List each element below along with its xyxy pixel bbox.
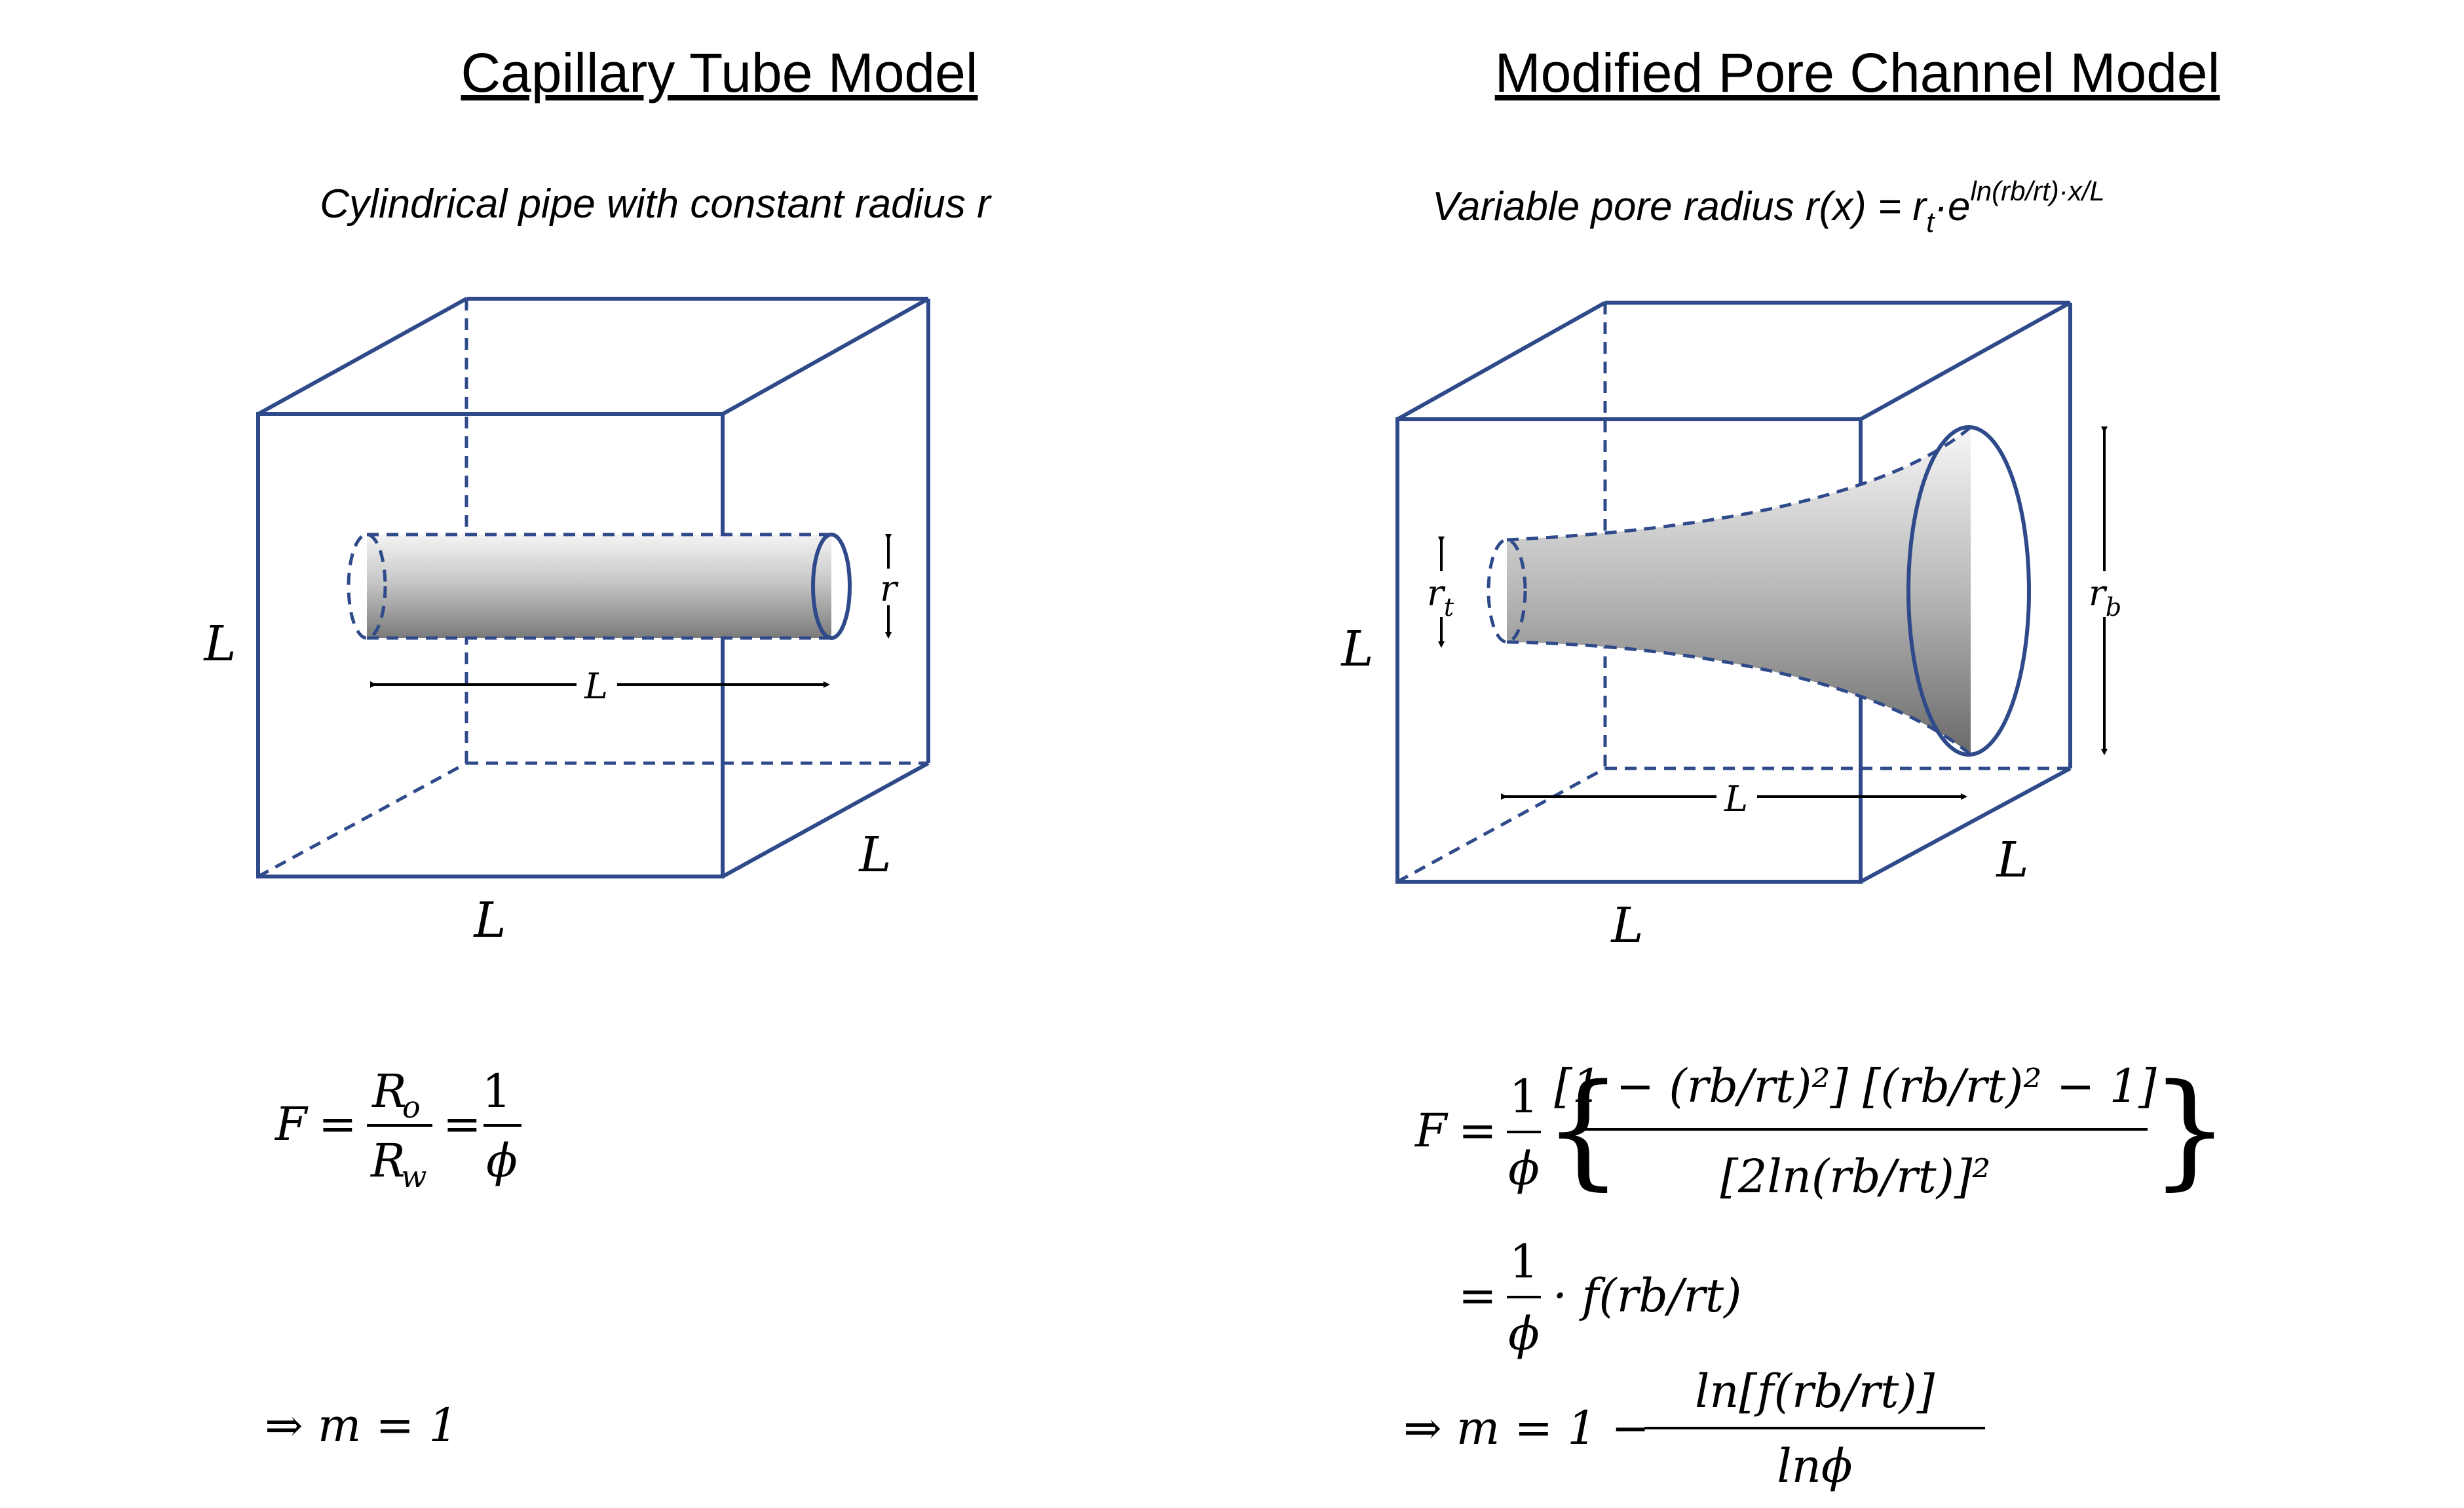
formula-Ro: R: [371, 1065, 407, 1118]
right-title: Modified Pore Channel Model: [1495, 42, 2220, 104]
right-subtitle: Variable pore radius r(x) = rt·eln(rb/rt…: [1432, 176, 2105, 238]
capillary-tube: [347, 533, 852, 640]
right-depth-label: L: [1995, 832, 2028, 888]
right-subtitle-sup: ln(rb/rt)·x/L: [1970, 176, 2104, 206]
pore-channel: [1487, 425, 2031, 757]
right-result-prefix: ⇒ m = 1 −: [1403, 1401, 1650, 1455]
right-height-label: L: [1340, 621, 1373, 677]
right-subtitle-sub: t: [1926, 206, 1935, 238]
right-result-num: ln[f(rb/rt)]: [1695, 1365, 1935, 1418]
right-formula-line2: = 1 ϕ · f(rb/rt): [1458, 1235, 1741, 1361]
depth-label: L: [858, 827, 891, 883]
length-label: L: [584, 666, 608, 707]
right-subtitle-mid: ·e: [1934, 184, 1970, 229]
formula-denominator: [2ln(rb/rt)]²: [1720, 1150, 1991, 1203]
formula-Ro-sub: o: [402, 1089, 421, 1125]
right-width-label: L: [1610, 897, 1643, 954]
right-formula-F: F: [1414, 1104, 1449, 1158]
body-label: rb: [2089, 573, 2121, 622]
left-result: ⇒ m = 1: [265, 1399, 458, 1452]
body-opening: [1906, 425, 2031, 757]
height-label: L: [202, 616, 236, 672]
left-cube: [256, 297, 930, 878]
left-subtitle: Cylindrical pipe with constant radius r: [320, 181, 992, 227]
left-panel: Capillary Tube Model Cylindrical pipe wi…: [202, 42, 992, 1452]
left-formula: F = R o R w = 1 ϕ: [274, 1065, 521, 1194]
right-panel: Modified Pore Channel Model Variable por…: [1340, 42, 2229, 1493]
tube-outlet: [811, 533, 852, 640]
right-formula: F = 1 ϕ { [1 − (rb/rt)²] [(rb/rt)² − 1] …: [1414, 1057, 2229, 1203]
right-result: ⇒ m = 1 − ln[f(rb/rt)] lnϕ: [1403, 1365, 1985, 1493]
svg-text:=: =: [318, 1097, 357, 1151]
tube-inlet: [347, 533, 387, 640]
svg-text:1: 1: [1509, 1070, 1539, 1123]
svg-text:ϕ: ϕ: [1508, 1142, 1540, 1196]
formula-F: F: [274, 1097, 309, 1151]
svg-text:=: =: [1458, 1269, 1497, 1323]
svg-text:ϕ: ϕ: [1508, 1307, 1540, 1361]
svg-text:=: =: [1458, 1104, 1497, 1158]
throat-label: rt: [1427, 573, 1454, 622]
right-subtitle-main: Variable pore radius r(x) = r: [1432, 184, 1927, 229]
svg-text:=: =: [443, 1097, 482, 1151]
left-title: Capillary Tube Model: [461, 42, 977, 104]
right-result-den: lnϕ: [1777, 1439, 1852, 1493]
svg-text:}: }: [2150, 1057, 2229, 1202]
formula-f-term: · f(rb/rt): [1553, 1269, 1741, 1323]
throat-opening: [1487, 538, 1527, 644]
right-length-label: L: [1724, 778, 1748, 820]
formula-Rw-sub: w: [401, 1159, 426, 1194]
width-label: L: [472, 892, 506, 949]
svg-text:1: 1: [1509, 1235, 1539, 1289]
right-cube: [1395, 301, 2072, 884]
formula-one: 1: [482, 1065, 512, 1118]
formula-phi: ϕ: [486, 1134, 518, 1188]
radius-label: r: [880, 568, 899, 609]
formula-numerator: [1 − (rb/rt)²] [(rb/rt)² − 1]: [1554, 1059, 2157, 1113]
formula-Rw: R: [370, 1134, 406, 1188]
